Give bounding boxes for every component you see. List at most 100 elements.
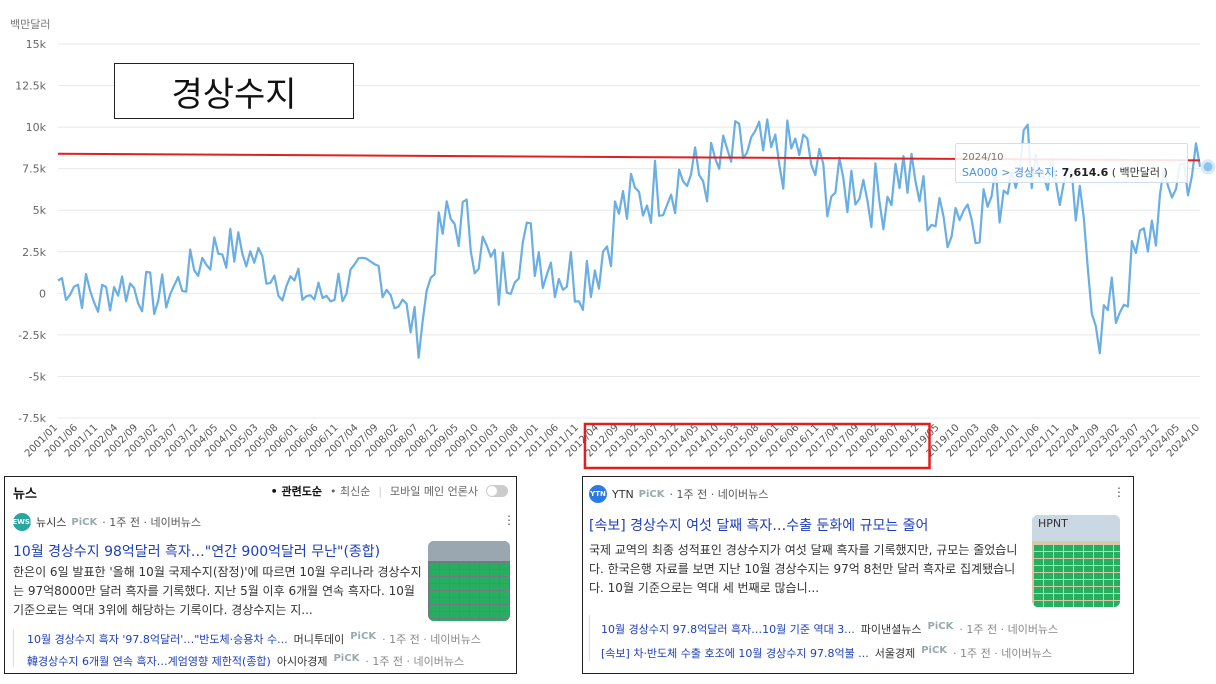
related-meta: · 1주 전 · 네이버뉴스 (382, 633, 481, 646)
container-block (440, 605, 449, 611)
container-block (1084, 580, 1093, 586)
related-divider (13, 629, 14, 667)
container-block (1084, 545, 1093, 551)
container-block (430, 612, 439, 618)
more-options-icon[interactable]: ⋮ (503, 513, 515, 527)
related-article-1[interactable]: 10월 경상수지 97.8억달러 흑자…10월 기준 역대 3... 파이낸셜뉴… (601, 621, 1126, 637)
y-tick-label: -5k (29, 370, 47, 383)
container-block (470, 570, 479, 576)
container-block (490, 591, 499, 597)
news-card-left: 뉴스 • 관련도순 • 최신순 | 모바일 메인 언론사 NEWSIS 뉴시스 … (4, 476, 517, 674)
container-block (1074, 594, 1083, 600)
container-block (1114, 601, 1120, 607)
container-block (490, 563, 499, 569)
container-block (470, 591, 479, 597)
container-block (1054, 552, 1063, 558)
container-block (480, 591, 489, 597)
container-block (430, 563, 439, 569)
container-block (430, 619, 439, 621)
container-block (1044, 580, 1053, 586)
container-block (500, 570, 509, 576)
container-block (1054, 559, 1063, 565)
news-headline[interactable]: 10월 경상수지 98억달러 흑자…"연간 900억달러 무난"(종합) (13, 544, 381, 560)
y-tick-label: 7.5k (22, 163, 46, 176)
related-article-2[interactable]: [속보] 차·반도체 수출 호조에 10월 경상수지 97.8억불 ... 서울… (601, 645, 1126, 661)
news-header: 뉴스 • 관련도순 • 최신순 | 모바일 메인 언론사 (13, 483, 508, 503)
container-block (1054, 594, 1063, 600)
container-block (1114, 587, 1120, 593)
container-block (490, 619, 499, 621)
container-block (480, 570, 489, 576)
related-title[interactable]: 10월 경상수지 흑자 '97.8억달러'…"반도체·승용차 수... (27, 633, 288, 646)
container-block (470, 619, 479, 621)
container-block (430, 605, 439, 611)
news-snippet[interactable]: 국제 교역의 최종 성적표인 경상수지가 여섯 달째 흑자를 기록했지만, 규모… (589, 543, 1018, 595)
pick-badge: PiCK (927, 621, 954, 632)
related-divider (589, 615, 590, 661)
container-block (450, 605, 459, 611)
related-title[interactable]: 10월 경상수지 97.8억달러 흑자…10월 기준 역대 3... (601, 623, 855, 636)
news-headline[interactable]: [속보] 경상수지 여섯 달째 흑자…수출 둔화에 규모는 줄어 (589, 518, 929, 534)
more-options-icon[interactable]: ⋮ (1113, 485, 1125, 499)
pick-badge: PiCK (333, 653, 360, 664)
tooltip-date: 2024/10 (962, 152, 1004, 163)
container-block (1084, 594, 1093, 600)
container-block (1074, 559, 1083, 565)
container-block (470, 563, 479, 569)
news-snippet[interactable]: 한은이 6일 발표한 '올해 10월 국제수지(잠정)'에 따르면 10월 우리… (13, 565, 422, 617)
sort-relevance-tab[interactable]: • 관련도순 (270, 485, 322, 498)
chart-area: 백만달러 15k 12.5k 10k 7.5k 5k 2.5k 0 -2.5k -5k -7.5k 2… (10, 18, 1216, 470)
sort-latest-tab[interactable]: • 최신순 (329, 485, 371, 498)
container-block (1114, 545, 1120, 551)
container-block (480, 584, 489, 590)
related-article-2[interactable]: 韓경상수지 6개월 연속 흑자…계엄영향 제한적(종합) 아시아경제 PiCK … (27, 653, 512, 669)
tooltip-series-name: 경상수지: (1013, 166, 1062, 179)
related-press[interactable]: 아시아경제 (276, 655, 328, 668)
related-press[interactable]: 파이낸셜뉴스 (860, 623, 922, 636)
container-block (460, 584, 469, 590)
y-tick-label: -7.5k (18, 412, 46, 425)
y-tick-label: 5k (33, 204, 47, 217)
container-block (1074, 601, 1083, 607)
container-block (1064, 559, 1073, 565)
news-section-title: 뉴스 (13, 487, 37, 502)
container-block (1094, 545, 1103, 551)
news-thumbnail[interactable] (428, 541, 510, 621)
container-block (440, 598, 449, 604)
container-block (1094, 587, 1103, 593)
container-block (440, 591, 449, 597)
container-block (440, 570, 449, 576)
container-block (490, 605, 499, 611)
container-block (440, 563, 449, 569)
container-block (450, 570, 459, 576)
container-block (1064, 601, 1073, 607)
newsis-logo-icon: NEWSIS (6, 513, 38, 531)
related-title[interactable]: [속보] 차·반도체 수출 호조에 10월 경상수지 97.8억불 ... (601, 647, 869, 660)
container-block (1044, 559, 1053, 565)
container-block (1074, 587, 1083, 593)
related-press[interactable]: 머니투데이 (293, 633, 345, 646)
container-block (1094, 566, 1103, 572)
container-block (1084, 566, 1093, 572)
tooltip-value: 7,614.6 (1061, 166, 1109, 179)
related-article-1[interactable]: 10월 경상수지 흑자 '97.8억달러'…"반도체·승용차 수... 머니투데… (27, 631, 512, 647)
container-block (1114, 566, 1120, 572)
y-tick-label: 0 (39, 287, 46, 300)
container-block (480, 563, 489, 569)
pick-badge: PiCK (638, 488, 665, 500)
container-block (1074, 545, 1083, 551)
container-block (430, 584, 439, 590)
chart-title: 경상수지 (114, 63, 354, 119)
press-name[interactable]: 뉴시스 (36, 516, 67, 529)
news-thumbnail[interactable]: HPNT (1032, 515, 1120, 607)
container-block (1054, 545, 1063, 551)
container-block (440, 612, 449, 618)
container-block (460, 612, 469, 618)
y-unit-label: 백만달러 (10, 18, 50, 31)
y-tick-label: 12.5k (15, 80, 46, 93)
related-press[interactable]: 서울경제 (874, 647, 916, 660)
press-name[interactable]: YTN (612, 487, 634, 501)
mobile-main-toggle[interactable] (486, 485, 508, 497)
container-block (1064, 566, 1073, 572)
related-title[interactable]: 韓경상수지 6개월 연속 흑자…계엄영향 제한적(종합) (27, 655, 271, 668)
